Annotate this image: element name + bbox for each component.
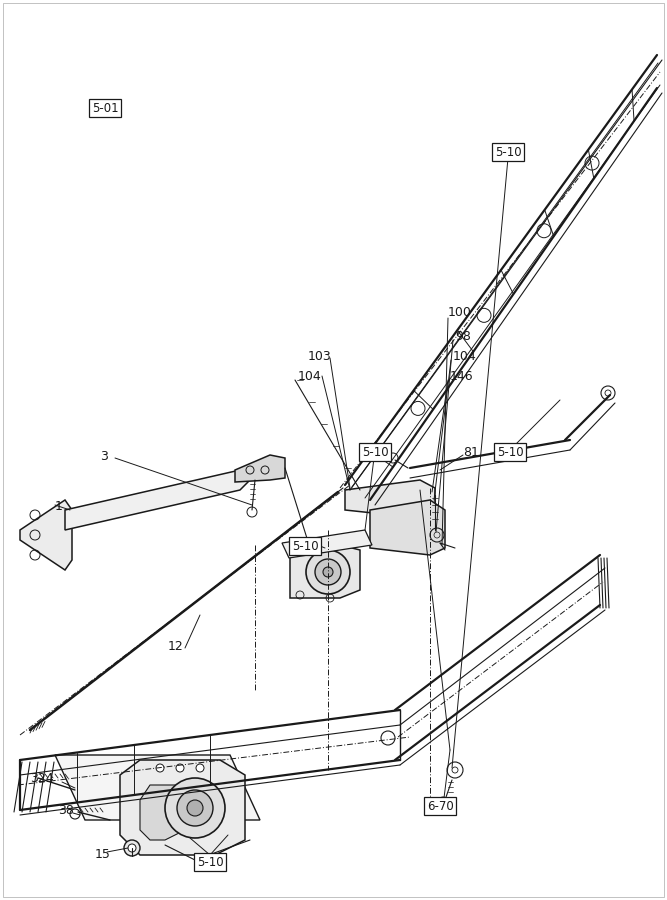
Text: 100: 100 bbox=[448, 307, 472, 320]
Polygon shape bbox=[290, 545, 360, 598]
Circle shape bbox=[315, 559, 341, 585]
Text: 146: 146 bbox=[450, 371, 474, 383]
Circle shape bbox=[177, 790, 213, 826]
Circle shape bbox=[306, 550, 350, 594]
Circle shape bbox=[196, 764, 204, 772]
Text: 5-10: 5-10 bbox=[362, 446, 388, 458]
Text: 5-01: 5-01 bbox=[91, 102, 118, 114]
Polygon shape bbox=[282, 530, 372, 558]
Circle shape bbox=[128, 844, 136, 852]
Polygon shape bbox=[20, 500, 72, 570]
Polygon shape bbox=[370, 500, 445, 555]
Text: 12: 12 bbox=[168, 641, 183, 653]
Circle shape bbox=[124, 840, 140, 856]
Circle shape bbox=[156, 764, 164, 772]
Polygon shape bbox=[345, 480, 435, 518]
Text: 1: 1 bbox=[55, 500, 63, 514]
Text: 103: 103 bbox=[308, 349, 331, 363]
Text: 324: 324 bbox=[30, 771, 53, 785]
Polygon shape bbox=[140, 785, 185, 840]
Text: 5-10: 5-10 bbox=[497, 446, 524, 458]
Circle shape bbox=[176, 764, 184, 772]
Text: 6-70: 6-70 bbox=[427, 799, 454, 813]
Text: 5-10: 5-10 bbox=[291, 539, 318, 553]
Text: 5-10: 5-10 bbox=[495, 146, 522, 158]
Polygon shape bbox=[235, 455, 285, 482]
Polygon shape bbox=[55, 755, 260, 820]
Text: 104: 104 bbox=[453, 350, 477, 364]
Text: 3: 3 bbox=[100, 451, 108, 464]
Text: 81: 81 bbox=[463, 446, 479, 458]
Circle shape bbox=[247, 507, 257, 517]
Circle shape bbox=[165, 778, 225, 838]
Polygon shape bbox=[65, 470, 248, 530]
Circle shape bbox=[323, 567, 333, 577]
Text: 38: 38 bbox=[58, 804, 74, 816]
Text: 98: 98 bbox=[455, 330, 471, 344]
Polygon shape bbox=[120, 760, 245, 855]
Text: 104: 104 bbox=[298, 370, 321, 382]
Text: 5-10: 5-10 bbox=[197, 856, 223, 868]
Circle shape bbox=[187, 800, 203, 816]
Text: 15: 15 bbox=[95, 849, 111, 861]
